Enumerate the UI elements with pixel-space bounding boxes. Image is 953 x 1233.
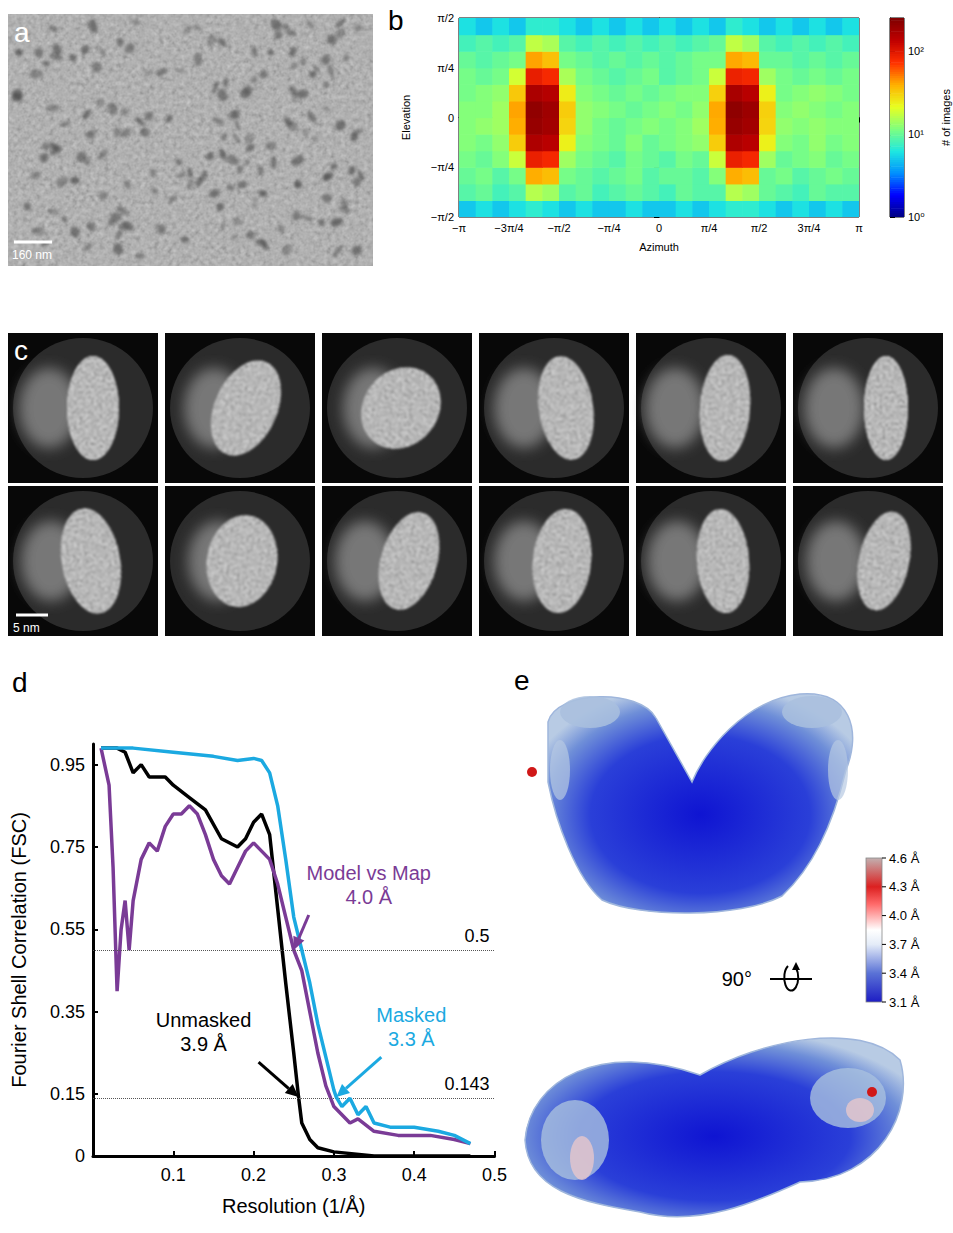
svg-text:Fourier Shell Correlation (FSC: Fourier Shell Correlation (FSC) xyxy=(8,812,30,1088)
svg-text:−π: −π xyxy=(452,222,466,234)
svg-text:−π/4: −π/4 xyxy=(431,161,454,173)
svg-text:0: 0 xyxy=(75,1146,85,1166)
svg-text:4.0 Å: 4.0 Å xyxy=(345,886,392,908)
svg-text:d: d xyxy=(12,667,28,698)
svg-text:c: c xyxy=(14,335,28,366)
svg-text:e: e xyxy=(514,665,530,696)
svg-text:3.4 Å: 3.4 Å xyxy=(889,966,920,981)
svg-text:0.4: 0.4 xyxy=(402,1165,427,1185)
svg-text:# of images: # of images xyxy=(940,89,952,146)
svg-text:0.95: 0.95 xyxy=(50,755,85,775)
svg-text:10⁰: 10⁰ xyxy=(908,211,925,223)
svg-text:10¹: 10¹ xyxy=(908,128,924,140)
svg-text:Azimuth: Azimuth xyxy=(639,241,679,253)
svg-text:π/2: π/2 xyxy=(437,12,454,24)
svg-text:−π/4: −π/4 xyxy=(597,222,620,234)
svg-text:−3π/4: −3π/4 xyxy=(494,222,523,234)
svg-text:0.143: 0.143 xyxy=(444,1074,489,1094)
svg-text:a: a xyxy=(14,17,30,48)
svg-text:π/2: π/2 xyxy=(751,222,768,234)
svg-text:Masked: Masked xyxy=(376,1004,446,1026)
svg-text:0.15: 0.15 xyxy=(50,1084,85,1104)
svg-text:0.55: 0.55 xyxy=(50,919,85,939)
svg-text:3.1 Å: 3.1 Å xyxy=(889,995,920,1010)
svg-text:Unmasked: Unmasked xyxy=(156,1009,252,1031)
svg-text:0.5: 0.5 xyxy=(464,926,489,946)
svg-text:π/4: π/4 xyxy=(437,62,454,74)
svg-text:0.3: 0.3 xyxy=(321,1165,346,1185)
svg-text:Elevation: Elevation xyxy=(400,95,412,140)
svg-text:5 nm: 5 nm xyxy=(13,621,40,635)
svg-text:0: 0 xyxy=(448,112,454,124)
svg-text:10²: 10² xyxy=(908,45,924,57)
svg-text:π/4: π/4 xyxy=(701,222,718,234)
svg-text:π: π xyxy=(855,222,863,234)
svg-text:3.9 Å: 3.9 Å xyxy=(180,1033,227,1055)
svg-text:3.3 Å: 3.3 Å xyxy=(388,1028,435,1050)
svg-text:0: 0 xyxy=(656,222,662,234)
svg-text:90°: 90° xyxy=(722,968,752,990)
svg-text:0.75: 0.75 xyxy=(50,837,85,857)
svg-text:4.6 Å: 4.6 Å xyxy=(889,851,920,866)
svg-text:3.7 Å: 3.7 Å xyxy=(889,937,920,952)
svg-text:3π/4: 3π/4 xyxy=(798,222,821,234)
svg-text:4.3 Å: 4.3 Å xyxy=(889,879,920,894)
svg-text:0.5: 0.5 xyxy=(482,1165,507,1185)
svg-text:−π/2: −π/2 xyxy=(547,222,570,234)
svg-text:0.2: 0.2 xyxy=(241,1165,266,1185)
svg-text:0.1: 0.1 xyxy=(161,1165,186,1185)
svg-text:0.35: 0.35 xyxy=(50,1002,85,1022)
svg-text:4.0 Å: 4.0 Å xyxy=(889,908,920,923)
svg-text:Model vs Map: Model vs Map xyxy=(306,862,431,884)
svg-text:b: b xyxy=(388,5,404,36)
svg-text:160 nm: 160 nm xyxy=(12,248,52,262)
svg-text:−π/2: −π/2 xyxy=(431,211,454,223)
svg-text:Resolution (1/Å): Resolution (1/Å) xyxy=(222,1195,365,1217)
